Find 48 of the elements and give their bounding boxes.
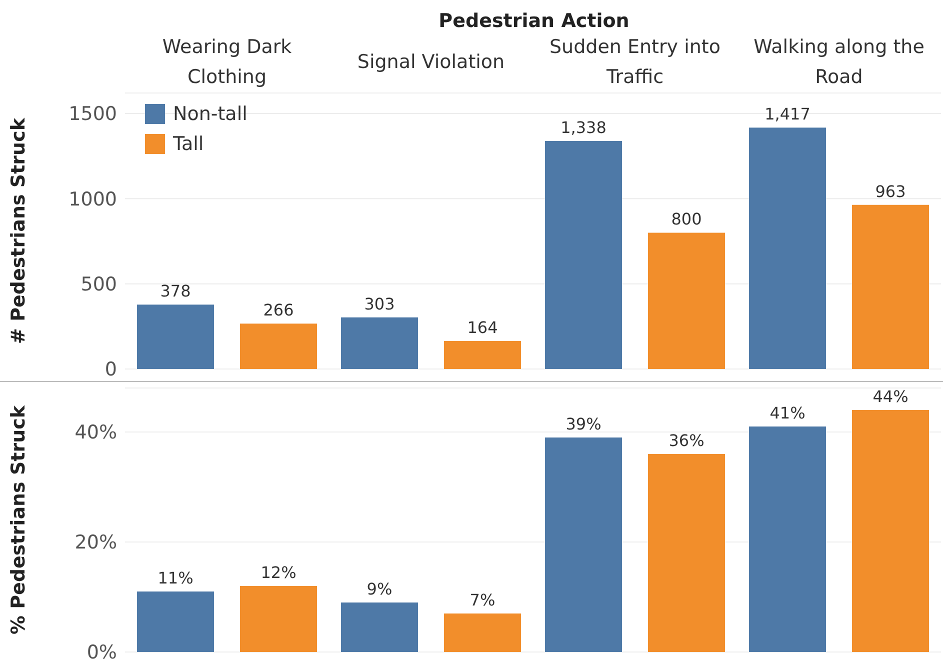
- bar: [749, 426, 826, 652]
- bar: [240, 586, 317, 652]
- y-tick-label: 20%: [74, 532, 117, 554]
- bar: [444, 341, 521, 369]
- data-label: 12%: [260, 563, 296, 582]
- legend-label: Tall: [173, 132, 204, 157]
- bar: [341, 602, 418, 652]
- data-label: 303: [364, 294, 395, 314]
- data-label: 11%: [158, 568, 194, 588]
- x-tick-label: Signal Violation: [357, 50, 505, 72]
- bar: [648, 454, 725, 652]
- data-label: 9%: [366, 580, 392, 598]
- bar: [648, 232, 725, 369]
- x-tick-label: Wearing Dark Clothing: [161, 34, 293, 90]
- data-label: 1,338: [560, 118, 606, 138]
- data-label: 7%: [470, 590, 496, 610]
- x-tick-label: Walking along the Road: [752, 34, 926, 90]
- bar: [749, 128, 826, 369]
- data-label: 44%: [872, 387, 908, 406]
- y-axis-title: # Pedestrians Struck: [8, 118, 30, 344]
- data-label: 266: [263, 300, 294, 320]
- data-label: 36%: [668, 431, 704, 450]
- y-tick-label: 40%: [74, 422, 117, 444]
- bar: [341, 317, 418, 369]
- data-label: 1,417: [764, 104, 810, 124]
- bar: [240, 324, 317, 369]
- bar: [137, 304, 214, 369]
- x-axis-title: Pedestrian Action: [438, 10, 630, 32]
- y-tick-label: 1000: [68, 188, 117, 210]
- data-label: 39%: [566, 414, 602, 434]
- legend-label: Non-tall: [173, 102, 248, 127]
- y-tick-label: 1500: [68, 103, 117, 126]
- bar: [444, 614, 521, 652]
- data-label: 164: [467, 318, 498, 338]
- data-label: 800: [671, 210, 702, 229]
- y-tick-label: 0: [104, 358, 117, 381]
- bar: [137, 592, 214, 652]
- bar: [545, 141, 622, 369]
- bar: [852, 204, 929, 369]
- bar: [545, 438, 622, 652]
- data-label: 378: [160, 282, 191, 301]
- y-axis-title: % Pedestrians Struck: [8, 405, 30, 635]
- y-tick-label: 0%: [86, 642, 117, 664]
- data-label: 963: [875, 182, 906, 201]
- data-label: 41%: [770, 404, 806, 422]
- bar: [852, 410, 929, 652]
- y-tick-label: 500: [80, 274, 117, 296]
- x-tick-label: Sudden Entry into Traffic: [550, 36, 720, 88]
